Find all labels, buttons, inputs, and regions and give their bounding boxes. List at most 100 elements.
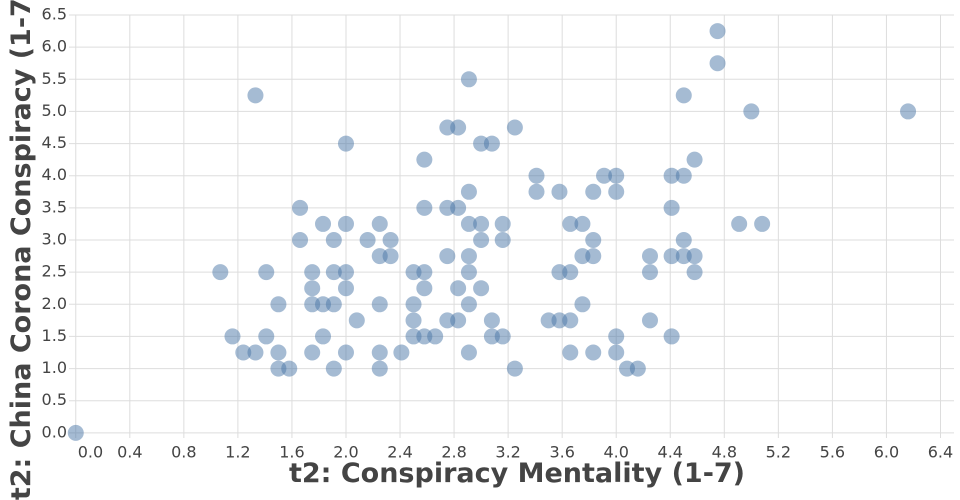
point xyxy=(247,344,264,361)
point xyxy=(483,135,500,152)
point xyxy=(439,248,456,265)
y-tick-label: 4.0 xyxy=(42,165,67,184)
point xyxy=(709,55,726,72)
point xyxy=(450,119,467,136)
y-tick-label: 4.5 xyxy=(42,133,67,152)
y-tick-label: 1.5 xyxy=(42,326,67,345)
point xyxy=(641,312,658,329)
x-tick-label: 6.0 xyxy=(874,443,899,462)
point xyxy=(405,312,422,329)
point xyxy=(304,280,321,297)
y-axis-title: t2: China Corona Conspiracy (1-7) xyxy=(6,0,37,500)
point xyxy=(371,344,388,361)
point xyxy=(494,328,511,345)
point xyxy=(416,264,433,281)
point xyxy=(562,344,579,361)
point xyxy=(460,248,477,265)
point xyxy=(416,280,433,297)
y-tick-label: 5.5 xyxy=(42,69,67,88)
point xyxy=(641,248,658,265)
point xyxy=(608,183,625,200)
point xyxy=(483,312,500,329)
point xyxy=(551,183,568,200)
point xyxy=(585,232,602,248)
point xyxy=(608,344,625,361)
point xyxy=(359,232,376,248)
point xyxy=(337,135,354,152)
x-tick-label: 6.4 xyxy=(928,443,953,462)
y-tick-label: 0.5 xyxy=(42,390,67,409)
point xyxy=(754,215,771,232)
x-tick-label: 2.4 xyxy=(387,443,412,462)
point xyxy=(629,360,646,377)
point xyxy=(212,264,229,281)
point xyxy=(325,360,342,377)
point xyxy=(337,280,354,297)
point xyxy=(473,215,490,232)
point xyxy=(686,151,703,168)
point xyxy=(258,264,275,281)
point xyxy=(292,199,309,216)
point xyxy=(416,151,433,168)
point xyxy=(494,232,511,248)
point xyxy=(337,344,354,361)
point xyxy=(382,248,399,265)
x-tick-label: 5.2 xyxy=(766,443,791,462)
point xyxy=(528,183,545,200)
point xyxy=(506,119,523,136)
point xyxy=(663,248,680,265)
point xyxy=(460,344,477,361)
point xyxy=(743,103,760,120)
point xyxy=(596,167,613,184)
point xyxy=(67,424,84,441)
point xyxy=(506,360,523,377)
point xyxy=(675,232,692,248)
point xyxy=(641,264,658,281)
point xyxy=(460,264,477,281)
y-tick-label: 2.5 xyxy=(42,262,67,281)
point xyxy=(235,344,252,361)
point xyxy=(450,280,467,297)
point xyxy=(258,328,275,345)
point xyxy=(450,199,467,216)
point xyxy=(608,167,625,184)
point xyxy=(460,71,477,88)
point xyxy=(574,296,591,313)
y-tick-label: 0.0 xyxy=(42,422,67,441)
point xyxy=(731,215,748,232)
x-tick-label: 2.8 xyxy=(441,443,466,462)
point xyxy=(473,232,490,248)
point xyxy=(460,296,477,313)
x-tick-label: 4.4 xyxy=(658,443,683,462)
point xyxy=(460,183,477,200)
point xyxy=(382,232,399,248)
y-tick-label: 6.5 xyxy=(42,5,67,24)
x-tick-label: 1.2 xyxy=(225,443,250,462)
point xyxy=(663,328,680,345)
point xyxy=(371,215,388,232)
point xyxy=(675,167,692,184)
point xyxy=(900,103,917,120)
x-tick-label: 4.0 xyxy=(603,443,628,462)
point xyxy=(585,344,602,361)
point xyxy=(281,360,298,377)
point xyxy=(337,215,354,232)
x-tick-label: 3.6 xyxy=(549,443,574,462)
point xyxy=(325,296,342,313)
point xyxy=(325,232,342,248)
point xyxy=(270,296,287,313)
point xyxy=(270,344,287,361)
point xyxy=(473,280,490,297)
point xyxy=(224,328,241,345)
point xyxy=(562,215,579,232)
x-tick-label: 0.0 xyxy=(78,443,103,462)
point xyxy=(304,344,321,361)
point xyxy=(686,248,703,265)
x-axis-title: t2: Conspiracy Mentality (1-7) xyxy=(289,458,745,489)
y-tick-label: 5.0 xyxy=(42,101,67,120)
x-tick-label: 5.6 xyxy=(820,443,845,462)
point xyxy=(315,215,332,232)
point xyxy=(686,264,703,281)
y-tick-label: 1.0 xyxy=(42,358,67,377)
